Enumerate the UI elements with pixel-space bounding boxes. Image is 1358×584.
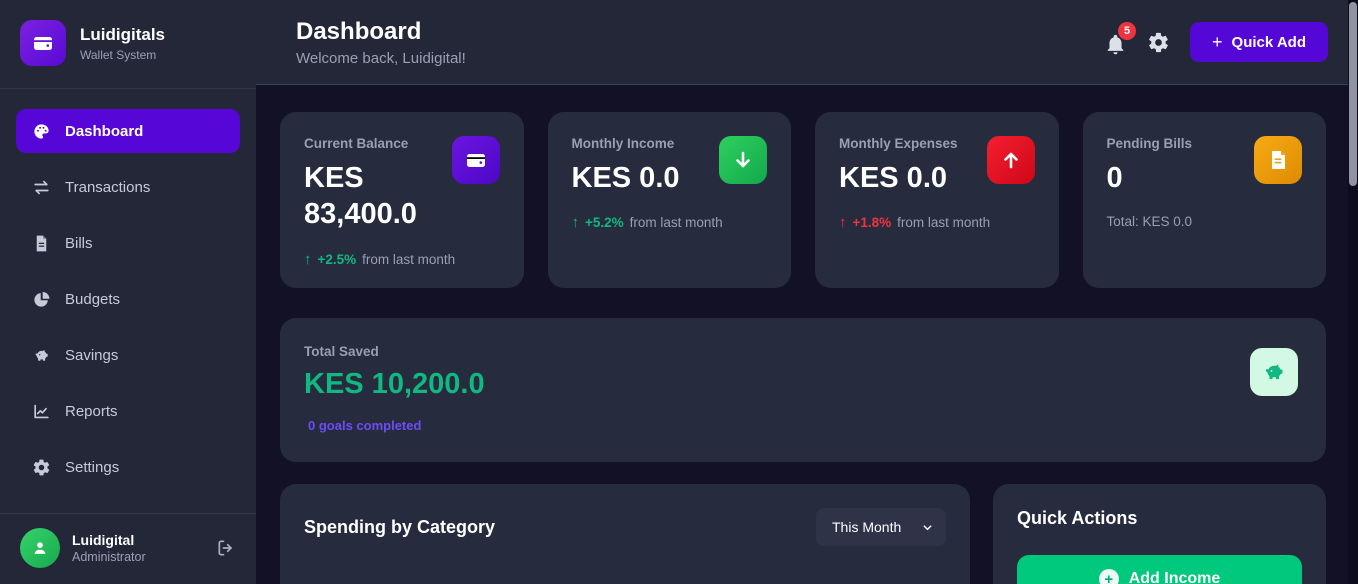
- add-income-label: Add Income: [1128, 570, 1221, 584]
- settings-gear-button[interactable]: [1147, 31, 1170, 54]
- stat-label: Current Balance: [304, 136, 409, 151]
- piggy-bank-icon: [35, 349, 48, 361]
- stat-label: Pending Bills: [1106, 136, 1193, 151]
- plus-icon: +: [1212, 32, 1223, 52]
- logout-icon: [218, 540, 232, 556]
- user-name: Luidigital: [72, 532, 135, 548]
- sidebar-item-label: Settings: [65, 458, 120, 476]
- add-income-button[interactable]: + Add Income: [1017, 555, 1302, 584]
- sidebar-item-savings[interactable]: Savings: [16, 333, 240, 377]
- bell-icon: [1107, 34, 1124, 54]
- monthly-income-card: Monthly Income KES 0.0 ↑ +5.2% from last…: [547, 112, 791, 288]
- monthly-expenses-card: Monthly Expenses KES 0.0 ↑ +1.8% from la…: [815, 112, 1059, 288]
- wallet-icon: [451, 136, 500, 184]
- top-header: Dashboard Welcome back, Luidigital! 5 + …: [256, 0, 1358, 85]
- quick-actions-panel: Quick Actions + Add Income: [993, 484, 1326, 584]
- trend-row: ↑ +5.2% from last month: [571, 214, 723, 232]
- app-tagline: Wallet System: [80, 47, 157, 62]
- sidebar-item-bills[interactable]: Bills: [16, 221, 240, 265]
- sidebar-item-label: Transactions: [65, 178, 151, 196]
- dashboard-icon: [34, 123, 49, 139]
- bill-icon: [36, 235, 47, 251]
- stat-cards-row: Current Balance KES 83,400.0 ↑ +2.5%: [280, 112, 1326, 288]
- sidebar-item-label: Reports: [65, 402, 118, 420]
- period-selected-value: This Month: [832, 519, 902, 535]
- trend-row: ↑ +1.8% from last month: [839, 214, 991, 232]
- receipt-icon: [1254, 136, 1302, 184]
- bottom-panels-row: Spending by Category This Month Quick Ac…: [280, 484, 1326, 584]
- sidebar-nav: Dashboard Transactions Bills Budgets: [0, 89, 256, 509]
- main-area: Dashboard Welcome back, Luidigital! 5 + …: [256, 0, 1358, 584]
- spending-panel-title: Spending by Category: [304, 516, 496, 537]
- quick-add-button[interactable]: + Quick Add: [1190, 22, 1328, 62]
- user-profile-block: Luidigital Administrator: [0, 513, 256, 584]
- page-title: Dashboard: [296, 17, 422, 45]
- welcome-message: Welcome back, Luidigital!: [296, 49, 466, 67]
- wallet-logo-icon: [20, 20, 66, 66]
- notification-badge: 5: [1118, 21, 1137, 40]
- pending-bills-card: Pending Bills 0 Total: KES 0.0: [1082, 112, 1326, 288]
- sidebar-item-label: Dashboard: [65, 122, 144, 140]
- sidebar: Luidigitals Wallet System Dashboard Tran…: [0, 0, 256, 584]
- stat-label: Monthly Income: [571, 136, 675, 151]
- trend-row: ↑ +2.5% from last month: [304, 250, 456, 268]
- person-icon: [34, 542, 46, 554]
- stat-value: 0: [1106, 162, 1123, 194]
- quick-actions-title: Quick Actions: [1017, 508, 1138, 528]
- trend-up-icon: ↑: [839, 214, 847, 232]
- chevron-down-icon: [923, 524, 932, 530]
- scrollbar-thumb[interactable]: [1349, 2, 1357, 186]
- gear-icon: [33, 459, 50, 475]
- period-select[interactable]: This Month: [816, 508, 946, 546]
- logout-button[interactable]: [216, 538, 236, 558]
- sidebar-item-settings[interactable]: Settings: [16, 445, 240, 489]
- total-saved-value: KES 10,200.0: [304, 368, 485, 400]
- sidebar-item-label: Bills: [65, 234, 93, 252]
- arrow-up-icon: [986, 136, 1035, 184]
- current-balance-card: Current Balance KES 83,400.0 ↑ +2.5%: [280, 112, 524, 288]
- sidebar-item-budgets[interactable]: Budgets: [16, 277, 240, 321]
- sidebar-item-label: Budgets: [65, 290, 121, 308]
- trend-up-icon: ↑: [304, 250, 312, 268]
- spending-by-category-panel: Spending by Category This Month: [280, 484, 970, 584]
- app-logo-block: Luidigitals Wallet System: [0, 0, 256, 89]
- stat-value: KES 0.0: [571, 162, 680, 194]
- user-role: Administrator: [72, 550, 146, 564]
- sidebar-item-reports[interactable]: Reports: [16, 389, 240, 433]
- total-saved-label: Total Saved: [304, 344, 379, 359]
- pie-chart-icon: [34, 291, 50, 307]
- stat-value: KES 0.0: [839, 162, 947, 194]
- goals-completed-text: 0 goals completed: [308, 418, 422, 433]
- chart-line-icon: [34, 404, 49, 418]
- trend-up-icon: ↑: [571, 214, 580, 232]
- sidebar-item-dashboard[interactable]: Dashboard: [16, 109, 240, 153]
- bills-total-note: Total: KES 0.0: [1106, 214, 1193, 230]
- dashboard-content: Current Balance KES 83,400.0 ↑ +2.5%: [256, 85, 1358, 584]
- notifications-button[interactable]: 5: [1104, 21, 1137, 56]
- total-saved-card: Total Saved KES 10,200.0 0 goals complet…: [280, 318, 1326, 462]
- stat-label: Monthly Expenses: [839, 136, 958, 151]
- transactions-icon: [34, 180, 49, 194]
- app-name: Luidigitals: [80, 24, 165, 44]
- stat-value: KES 83,400.0: [304, 162, 417, 231]
- sidebar-item-transactions[interactable]: Transactions: [16, 165, 240, 209]
- gear-icon: [1149, 32, 1168, 52]
- vertical-scrollbar[interactable]: [1348, 0, 1358, 584]
- arrow-down-icon: [719, 136, 767, 184]
- sidebar-item-label: Savings: [65, 346, 119, 364]
- quick-add-label: Quick Add: [1231, 33, 1306, 51]
- user-avatar: [20, 528, 60, 568]
- plus-circle-icon: +: [1098, 569, 1119, 584]
- piggy-bank-icon: [1250, 348, 1298, 396]
